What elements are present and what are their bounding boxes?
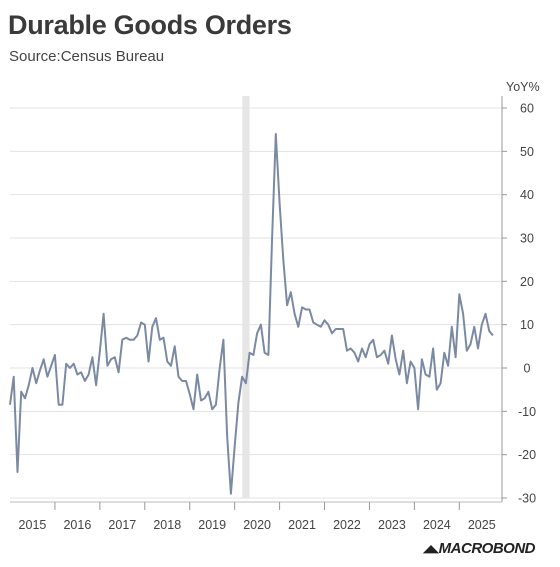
y-tick-label: -20 — [518, 448, 536, 462]
y-tick-labels: -30 -20 -10 0 10 20 30 40 50 60 — [518, 102, 536, 506]
x-tick-label: 2017 — [108, 518, 136, 532]
y-tick-label: 50 — [520, 145, 534, 159]
x-tick-label: 2016 — [63, 518, 91, 532]
logo-text: MACROBOND — [438, 540, 536, 557]
x-tick-label: 2022 — [333, 518, 361, 532]
y-axis-unit-label: YoY% — [506, 80, 540, 94]
series-layer — [9, 133, 494, 495]
shaded-period-layer — [242, 96, 250, 498]
x-tick-labels: 2015 2016 2017 2018 2019 2020 2021 2022 2023 2024… — [19, 502, 496, 532]
x-tick-label: 2019 — [198, 518, 226, 532]
y-tick-label: -10 — [518, 405, 536, 419]
macrobond-logo: ◢◣MACROBOND — [422, 540, 536, 557]
y-tick-label: 40 — [520, 188, 534, 202]
x-tick-label: 2021 — [288, 518, 316, 532]
grid-layer — [10, 96, 507, 503]
y-tick-label: 60 — [520, 102, 534, 116]
x-tick-label: 2015 — [19, 518, 47, 532]
y-tick-label: 30 — [520, 232, 534, 246]
x-tick-label: 2025 — [468, 518, 496, 532]
chart-subtitle: Source:Census Bureau — [9, 48, 165, 65]
x-tick-label: 2020 — [243, 518, 271, 532]
series-line — [9, 133, 494, 495]
shaded-period — [242, 96, 250, 498]
y-tick-label: 20 — [520, 275, 534, 289]
chart-title: Durable Goods Orders — [8, 10, 292, 40]
x-tick-label: 2023 — [378, 518, 406, 532]
y-tick-label: 10 — [520, 318, 534, 332]
x-tick-label: 2024 — [423, 518, 451, 532]
y-tick-label: -30 — [518, 492, 536, 506]
x-tick-label: 2018 — [153, 518, 181, 532]
y-tick-label: 0 — [524, 362, 531, 376]
